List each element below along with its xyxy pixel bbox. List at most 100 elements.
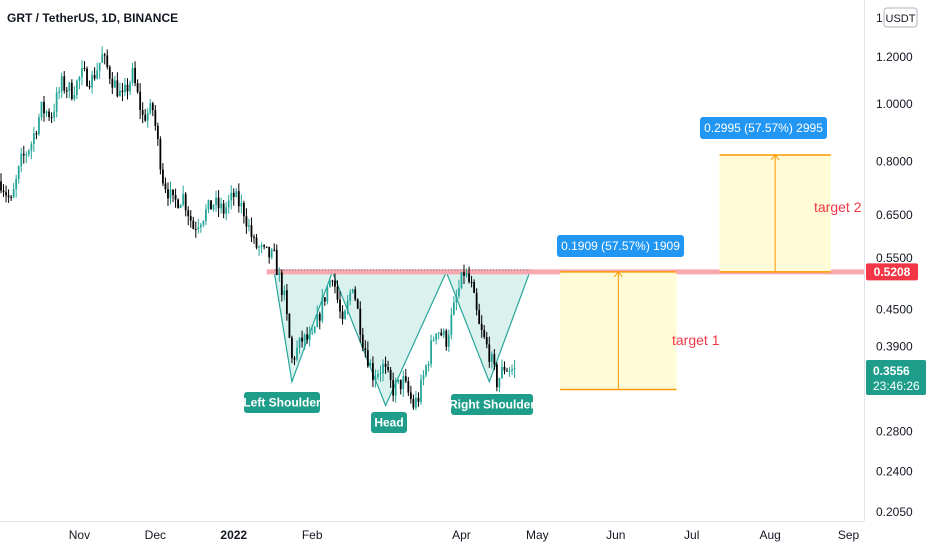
candles-group — [0, 46, 516, 411]
candle-body — [73, 94, 76, 100]
candle-body — [503, 366, 506, 371]
candle-body — [285, 290, 288, 314]
x-tick-label: Aug — [759, 528, 780, 542]
candle-body — [250, 225, 253, 237]
right-shoulder-label[interactable]: Right Shoulder — [449, 394, 535, 415]
candle-body — [422, 375, 425, 380]
candle-body — [5, 192, 7, 196]
right-shoulder-label-text: Right Shoulder — [449, 398, 535, 412]
candle-body — [437, 332, 440, 334]
candle-body — [22, 153, 25, 156]
candle-body — [420, 379, 422, 402]
candle-body — [465, 273, 468, 276]
candle-body — [156, 125, 159, 139]
candle-body — [432, 340, 435, 342]
candle-body — [141, 109, 144, 115]
candle-body — [131, 67, 134, 83]
candle-body — [7, 195, 10, 198]
candle-body — [394, 381, 397, 396]
candle-body — [430, 340, 432, 365]
price-axis-partial-label: 1 — [876, 11, 883, 25]
candle-body — [463, 272, 465, 276]
candle-body — [172, 189, 174, 196]
candle-body — [35, 133, 38, 135]
candle-body — [488, 344, 491, 362]
candle-body — [473, 282, 476, 293]
candle-body — [199, 224, 202, 228]
candle-body — [493, 354, 496, 365]
inverse-head-shoulders-pattern[interactable] — [273, 270, 531, 408]
candle-body — [407, 381, 410, 393]
candle-body — [273, 249, 276, 251]
candle-body — [435, 333, 438, 341]
candle-body — [121, 90, 124, 93]
candle-body — [169, 189, 172, 199]
currency-badge[interactable] — [883, 7, 918, 28]
candle-body — [346, 300, 349, 311]
candle-body — [366, 350, 369, 367]
candle-body — [242, 202, 245, 217]
candle-body — [215, 197, 217, 205]
candle-body — [412, 398, 415, 408]
candle-body — [164, 183, 167, 190]
target-1-measure-label[interactable]: 0.1909 (57.57%) 1909 — [557, 235, 684, 257]
candle-body — [10, 197, 13, 199]
head-label-bg — [371, 412, 407, 433]
candle-body — [76, 80, 78, 95]
candle-body — [116, 80, 119, 97]
targets-group[interactable] — [560, 154, 831, 391]
x-tick-label: Jun — [606, 528, 625, 542]
candle-body — [369, 363, 372, 367]
left-shoulder-label[interactable]: Left Shoulder — [243, 392, 321, 413]
candle-body — [197, 227, 200, 229]
candle-body — [151, 103, 154, 111]
candle-body — [392, 380, 395, 396]
candle-body — [483, 330, 486, 337]
candle-body — [20, 153, 23, 167]
candle-body — [291, 337, 293, 358]
resistance-price-tag-bg — [866, 263, 918, 281]
x-tick-label: Apr — [452, 528, 471, 542]
candle-body — [258, 247, 260, 249]
candle-body — [194, 228, 197, 230]
x-tick-label: Sep — [838, 528, 860, 542]
pattern-fill — [274, 271, 530, 406]
candle-body — [268, 246, 271, 258]
candle-body — [359, 308, 362, 335]
y-tick-label: 0.5500 — [876, 251, 913, 265]
candle-body — [30, 144, 33, 151]
y-axis-ticks: 1.2000 1.0000 0.8000 0.6500 0.5500 0.4500 0.39… — [876, 50, 913, 519]
candle-body — [237, 191, 240, 207]
head-label[interactable]: Head — [371, 412, 407, 433]
candle-body — [86, 68, 88, 87]
target-2-measure-label[interactable]: 0.2995 (57.57%) 2995 — [700, 117, 827, 139]
candle-body — [91, 75, 93, 88]
left-shoulder-label-text: Left Shoulder — [243, 396, 321, 410]
candle-body — [293, 357, 296, 360]
candle-body — [119, 90, 121, 97]
pattern-outline[interactable] — [273, 270, 531, 408]
candle-body — [245, 216, 248, 227]
target-2-measure-text: 0.2995 (57.57%) 2995 — [704, 121, 823, 135]
candle-body — [427, 364, 430, 366]
candle-body — [189, 216, 192, 221]
candle-body — [351, 289, 354, 293]
candle-body — [508, 370, 511, 372]
candle-body — [409, 392, 412, 399]
candle-body — [139, 91, 142, 110]
candle-body — [296, 347, 298, 360]
candle-body — [501, 366, 503, 379]
candle-body — [511, 369, 513, 371]
candle-body — [48, 111, 50, 118]
candle-body — [227, 200, 230, 208]
candle-body — [134, 67, 136, 84]
y-tick-label: 1.2000 — [876, 50, 913, 64]
candle-body — [38, 117, 40, 135]
candle-body — [45, 111, 48, 114]
candle-body — [445, 330, 448, 347]
candle-body — [70, 82, 73, 100]
target-1-label: target 1 — [672, 332, 720, 348]
chart-title: GRT / TetherUS, 1D, BINANCE — [7, 11, 178, 25]
